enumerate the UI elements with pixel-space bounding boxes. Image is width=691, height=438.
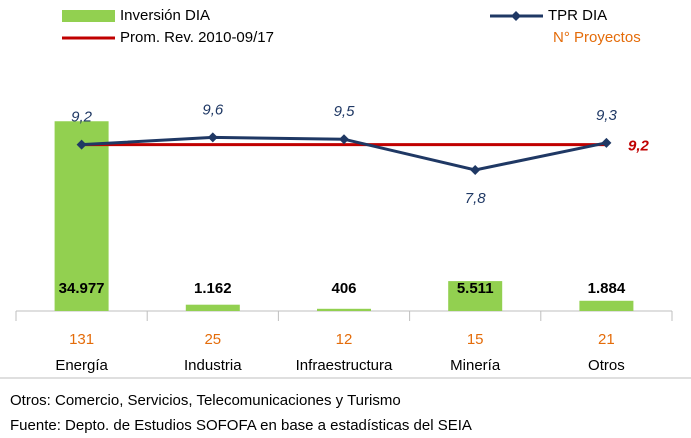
legend-marker	[511, 11, 521, 21]
line-value-label: 9,3	[596, 107, 618, 124]
bar	[185, 304, 240, 311]
average-label: 9,2	[628, 138, 650, 155]
legend-label: N° Proyectos	[553, 29, 641, 46]
legend-label: Prom. Rev. 2010-09/17	[120, 29, 274, 46]
line-value-label: 9,2	[71, 109, 93, 126]
bar	[317, 308, 371, 311]
bar-value-label: 5.511	[457, 280, 494, 297]
line-value-label: 9,6	[202, 101, 224, 118]
legend-swatch	[62, 10, 115, 22]
marker	[207, 132, 218, 143]
x-tick-label: Infraestructura	[296, 357, 393, 374]
project-count: 25	[204, 331, 221, 348]
marker	[601, 137, 612, 148]
bar-value-label: 1.162	[194, 280, 232, 297]
x-tick-label: Otros	[588, 357, 625, 374]
source: Fuente: Depto. de Estudios SOFOFA en bas…	[10, 417, 472, 434]
x-tick-label: Minería	[450, 357, 501, 374]
project-count: 12	[336, 331, 353, 348]
bar	[579, 300, 634, 311]
note: Otros: Comercio, Servicios, Telecomunica…	[10, 392, 401, 409]
bar-value-label: 34.977	[59, 280, 105, 297]
marker	[76, 139, 87, 150]
legend-label: TPR DIA	[548, 7, 607, 24]
line-value-label: 7,8	[465, 190, 487, 207]
legend-label: Inversión DIA	[120, 7, 210, 24]
project-count: 15	[467, 331, 484, 348]
line-value-label: 9,5	[334, 103, 356, 120]
project-count: 21	[598, 331, 615, 348]
marker	[339, 134, 349, 145]
x-tick-label: Industria	[184, 357, 242, 374]
project-count: 131	[69, 331, 94, 348]
x-tick-label: Energía	[55, 357, 108, 374]
marker	[470, 164, 481, 175]
bar	[448, 281, 503, 311]
bar-value-label: 406	[331, 280, 356, 297]
bar	[54, 121, 109, 311]
bar-value-label: 1.884	[588, 280, 626, 297]
